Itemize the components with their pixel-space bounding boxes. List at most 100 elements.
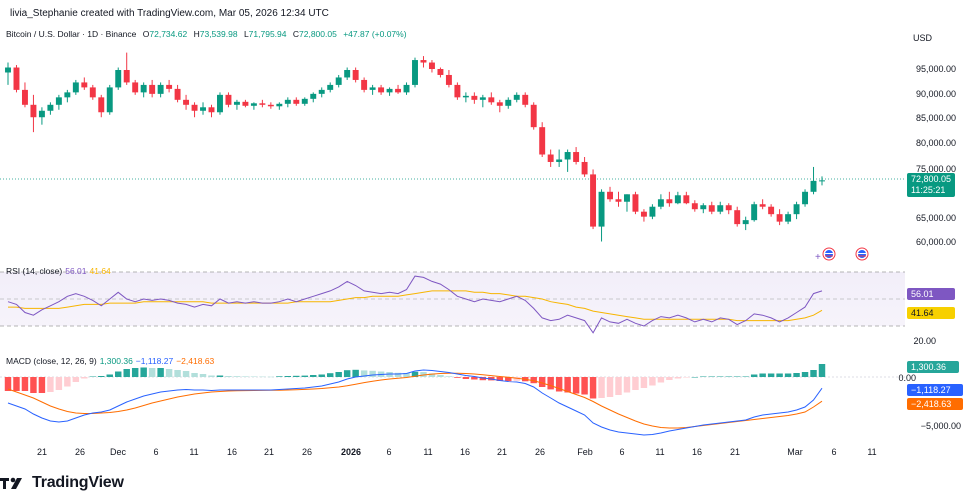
macd-hist-bar (411, 371, 419, 377)
macd-hist-tag: 1,300.36 (907, 361, 959, 373)
open-label: O (142, 29, 150, 39)
macd-hist-bar (615, 377, 622, 395)
candle-body (47, 104, 54, 111)
macd-hist-bar (564, 377, 571, 393)
candle-body (615, 199, 622, 202)
time-axis-label: 21 (263, 447, 275, 457)
time-axis-label: 21 (729, 447, 741, 457)
candle-body (759, 204, 766, 207)
brand-footer[interactable]: TradingView (0, 470, 124, 496)
macd-hist-bar (157, 368, 164, 377)
macd-hist-bar (81, 377, 88, 379)
macd-hist-bar (598, 377, 605, 398)
rsi-label[interactable]: RSI (14, close) (6, 266, 63, 276)
candle-body (607, 191, 613, 200)
macd-hist-bar (106, 374, 113, 377)
candle-body (496, 102, 503, 106)
candle-body (513, 94, 520, 100)
candle-body (819, 180, 825, 182)
candle-body (725, 205, 732, 211)
macd-hist-bar (606, 377, 614, 397)
macd-hist-bar (428, 373, 436, 377)
candle-body (98, 97, 105, 113)
candle-body (208, 107, 215, 113)
macd-hist-bar (21, 377, 29, 391)
macd-axis-zero: 0.00 (898, 373, 916, 383)
candle-body (21, 89, 28, 105)
candle-body (403, 84, 410, 93)
macd-hist-bar (233, 376, 241, 377)
candle-body (5, 67, 11, 73)
brand-name: TradingView (32, 474, 124, 491)
macd-hist-bar (547, 377, 554, 390)
low-label: L (243, 29, 249, 39)
candle-body (344, 70, 351, 78)
macd-hist-bar (13, 377, 20, 391)
symbol-legend[interactable]: Bitcoin / U.S. Dollar · 1D · Binance O72… (6, 29, 407, 39)
macd-hist-bar (572, 377, 580, 394)
candle-body (412, 60, 418, 85)
candle-body (259, 103, 266, 105)
macd-hist-bar (733, 376, 741, 377)
macd-hist-bar (649, 377, 656, 386)
macd-hist-bar (326, 373, 334, 377)
macd-label[interactable]: MACD (close, 12, 26, 9) (6, 356, 97, 366)
time-axis-label: 16 (691, 447, 703, 457)
macd-line (7, 369, 823, 436)
time-axis-label: 26 (301, 447, 313, 457)
candle-body (378, 87, 385, 93)
candle-body (157, 84, 164, 94)
macd-axis-minus5000: −5,000.00 (920, 421, 961, 431)
macd-hist-bar (445, 376, 453, 377)
candle-body (149, 84, 156, 94)
last-price-value: 72,800.05 (911, 174, 952, 184)
macd-hist-bar (148, 368, 156, 377)
macd-hist-bar (784, 373, 792, 377)
candle-body (666, 199, 673, 204)
macd-hist-bar (310, 375, 317, 377)
macd-hist-bar (801, 372, 809, 377)
time-axis-label: 16 (459, 447, 471, 457)
symbol-name[interactable]: Bitcoin / U.S. Dollar · 1D · Binance (6, 29, 137, 39)
rsi-legend[interactable]: RSI (14, close) 56.01 41.64 (6, 266, 111, 276)
macd-hist-bar (293, 375, 300, 377)
candle-body (352, 70, 359, 80)
macd-hist-bar (513, 377, 520, 381)
macd-hist-bar (140, 367, 147, 377)
macd-hist-bar (767, 373, 775, 377)
candle-body (420, 60, 427, 63)
candle-body (445, 74, 452, 85)
price-axis-label: 90,000.00 (915, 89, 956, 99)
candle-body (624, 194, 630, 202)
candle-body (72, 82, 79, 93)
macd-hist-bar (267, 376, 275, 378)
macd-legend[interactable]: MACD (close, 12, 26, 9) 1,300.36 −1,118.27… (6, 356, 214, 366)
candle-body (89, 87, 96, 98)
rsi-ma-value: 41.64 (89, 266, 111, 276)
macd-hist-bar (750, 374, 758, 377)
bar-countdown: 11:25:21 (911, 185, 946, 195)
macd-hist-bar (98, 376, 105, 377)
macd-hist-bar (632, 377, 639, 390)
candle-body (386, 88, 393, 93)
candle-body (454, 84, 461, 98)
macd-hist-bar (538, 377, 546, 387)
macd-hist-bar (165, 369, 173, 377)
candle-body (191, 104, 198, 111)
time-axis-label: Mar (787, 447, 803, 457)
candle-body (310, 93, 317, 99)
rsi-axis-20: 20.00 (913, 336, 936, 346)
macd-hist-bar (38, 377, 46, 393)
change-value: +47.87 (+0.07%) (343, 29, 407, 39)
macd-hist-bar (437, 375, 444, 377)
time-axis-label: 6 (386, 447, 392, 457)
candle-body (132, 82, 139, 93)
candle-body (293, 99, 300, 104)
candle-body (462, 95, 469, 98)
macd-hist-bar (708, 376, 715, 377)
time-axis-label: 11 (655, 447, 665, 457)
candle-body (106, 87, 113, 113)
currency-label[interactable]: USD (913, 33, 933, 43)
macd-hist-bar (462, 377, 470, 379)
